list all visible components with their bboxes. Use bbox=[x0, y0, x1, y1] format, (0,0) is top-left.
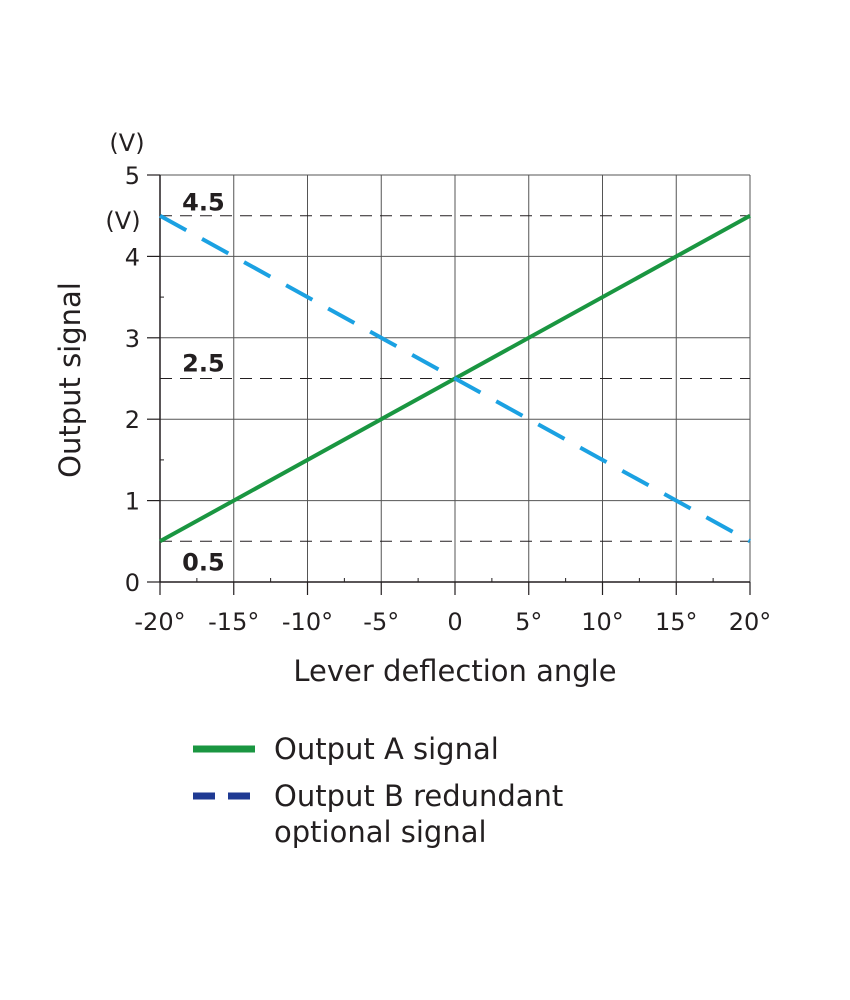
x-tick-label: -20° bbox=[134, 608, 185, 636]
reference-label: 0.5 bbox=[182, 548, 225, 576]
y-tick-label: 2 bbox=[125, 406, 140, 434]
legend bbox=[193, 745, 255, 800]
reference-labels: 4.5 2.5 0.5 bbox=[182, 189, 225, 577]
y-unit-label-secondary: (V) bbox=[105, 207, 140, 235]
x-axis-title: Lever deflection angle bbox=[293, 654, 616, 688]
y-tick-label: 3 bbox=[125, 325, 140, 353]
x-tick-label: 5° bbox=[515, 608, 542, 636]
reference-lines bbox=[160, 215, 750, 542]
y-tick-label: 4 bbox=[125, 243, 140, 271]
y-tick-label: 0 bbox=[125, 569, 140, 597]
x-tick-label: 10° bbox=[581, 608, 624, 636]
reference-label: 2.5 bbox=[182, 350, 225, 378]
reference-label: 4.5 bbox=[182, 189, 225, 217]
x-tick-label: -15° bbox=[208, 608, 259, 636]
legend-label-output-b-line1: Output B redundant bbox=[274, 779, 564, 813]
axes bbox=[147, 174, 751, 595]
x-tick-label: -10° bbox=[282, 608, 333, 636]
x-tick-label: 20° bbox=[729, 608, 772, 636]
x-tick-label: 0 bbox=[447, 608, 462, 636]
y-tick-label: 5 bbox=[125, 162, 140, 190]
legend-label-output-b-line2: optional signal bbox=[274, 815, 487, 849]
tick-labels: 0 1 2 3 4 5 -20° -15° -10° -5° 0 5° 10° 15° 20° bbox=[125, 162, 772, 636]
y-unit-label: (V) bbox=[109, 129, 144, 157]
x-tick-label: 15° bbox=[655, 608, 698, 636]
y-axis-title: Output signal bbox=[53, 282, 87, 478]
series bbox=[159, 213, 751, 544]
x-tick-label: -5° bbox=[363, 608, 399, 636]
legend-label-output-a: Output A signal bbox=[274, 732, 499, 766]
y-tick-label: 1 bbox=[125, 488, 140, 516]
series-line-output-b bbox=[159, 213, 751, 544]
